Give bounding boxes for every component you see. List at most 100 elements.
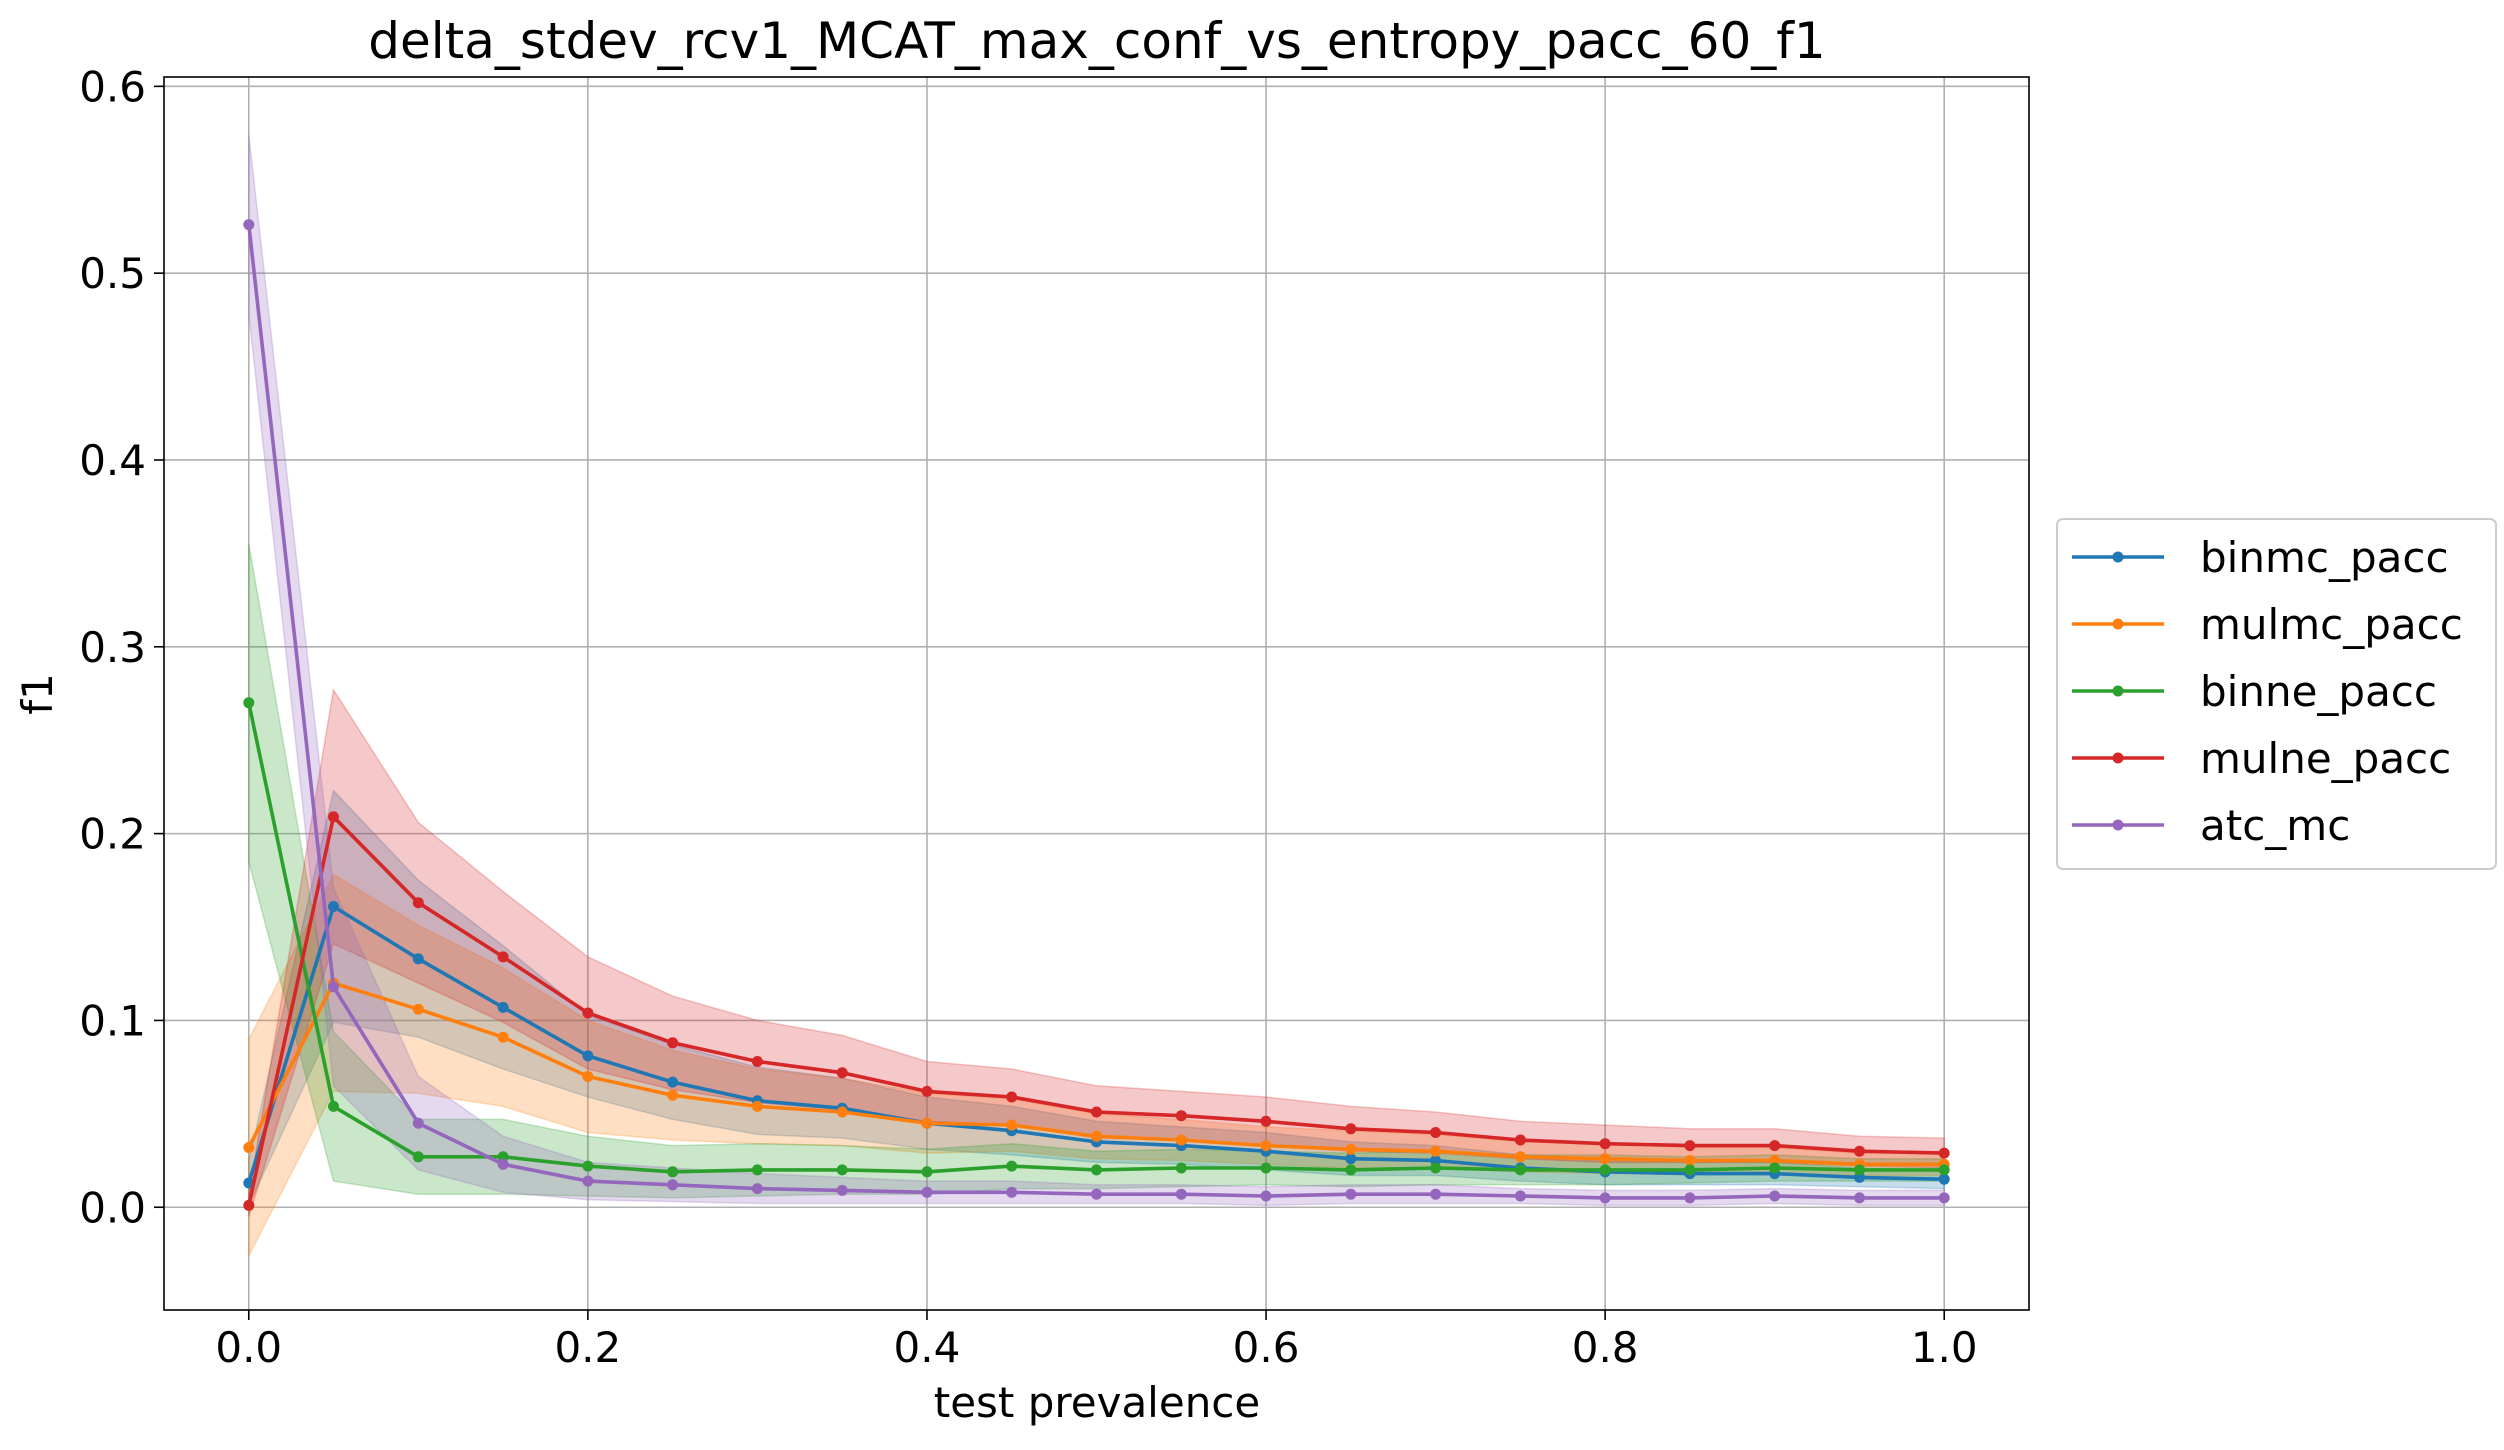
atc_mc-point — [243, 219, 255, 231]
binne_pacc-point — [1175, 1162, 1187, 1174]
binne_pacc-point — [582, 1160, 594, 1172]
binne_pacc-point — [1684, 1164, 1696, 1176]
x-tick-label: 0.8 — [1572, 1323, 1639, 1372]
mulne_pacc-point — [836, 1067, 848, 1079]
x-tick-label: 0.6 — [1233, 1323, 1300, 1372]
std-bands — [248, 134, 1945, 1257]
binne_pacc-point — [1006, 1160, 1018, 1172]
axis-ticks: 0.0 0.2 0.4 0.6 0.8 1.0 0.0 0.1 0.2 0.3 0.4 0.5 0.6 — [79, 62, 1977, 1372]
binne_pacc-point — [921, 1166, 933, 1178]
binmc_pacc-point — [1938, 1173, 1950, 1185]
mulne_pacc-point — [1091, 1106, 1102, 1118]
mulne_pacc-point — [1769, 1140, 1781, 1152]
mulne_pacc-point — [1430, 1127, 1442, 1138]
legend-marker-mulmc_pacc — [2112, 618, 2124, 630]
mulne_pacc-point — [1854, 1145, 1865, 1157]
binne_pacc-point — [751, 1164, 763, 1176]
mulne_pacc-point — [1006, 1091, 1018, 1103]
mulne_pacc-point — [243, 1199, 255, 1211]
binne_pacc-point — [1854, 1164, 1865, 1176]
binne_pacc-point — [412, 1151, 424, 1163]
binmc_pacc-point — [412, 953, 424, 965]
mulne_pacc-point — [1599, 1138, 1611, 1150]
mulmc_pacc-point — [412, 1003, 424, 1015]
binne_pacc-point — [1938, 1164, 1950, 1176]
atc_mc-point — [1684, 1192, 1696, 1204]
binne_pacc-point — [1430, 1162, 1442, 1174]
x-tick-label: 0.4 — [894, 1323, 961, 1372]
mulne_pacc-point — [921, 1085, 933, 1097]
mulne_pacc-point — [667, 1037, 679, 1049]
mulne_pacc-point — [751, 1056, 763, 1067]
mulne_pacc-point — [1938, 1147, 1950, 1159]
mulmc_pacc-point — [1175, 1134, 1187, 1146]
atc_mc-point — [1769, 1190, 1781, 1202]
atc_mc-point — [751, 1183, 763, 1195]
mulmc_pacc-point — [1091, 1130, 1102, 1142]
atc_mc-point — [1260, 1190, 1272, 1202]
binne_pacc-point — [1260, 1162, 1272, 1174]
binne_pacc-point — [667, 1166, 679, 1178]
mulne_pacc-point — [328, 811, 339, 823]
y-tick-label: 0.4 — [79, 436, 146, 485]
atc_mc-point — [328, 981, 339, 993]
mulmc_pacc-point — [836, 1106, 848, 1118]
mulmc_pacc-point — [1430, 1145, 1442, 1157]
y-tick-label: 0.5 — [79, 249, 146, 298]
grid-lines — [164, 77, 2029, 1310]
mulmc_pacc-point — [1684, 1155, 1696, 1166]
atc_mc-point — [921, 1186, 933, 1198]
binne_pacc-point — [328, 1100, 339, 1112]
binmc_pacc-point — [667, 1076, 679, 1088]
series-lines — [243, 219, 1950, 1211]
mulne_pacc-point — [1260, 1115, 1272, 1127]
mulmc_pacc-point — [1514, 1151, 1526, 1163]
atc_mc-point — [1006, 1186, 1018, 1198]
plot-frame — [163, 76, 2030, 1311]
atc_mc-point — [836, 1184, 848, 1196]
x-tick-label: 0.2 — [554, 1323, 621, 1372]
x-tick-label: 1.0 — [1911, 1323, 1978, 1372]
binmc_pacc-point — [497, 1001, 509, 1013]
mulmc_pacc-point — [751, 1100, 763, 1112]
mulne_pacc-point — [1175, 1110, 1187, 1122]
x-tick-label: 0.0 — [215, 1323, 282, 1372]
atc_mc-point — [1599, 1192, 1611, 1204]
legend: binmc_pacc mulmc_pacc binne_pacc mulne_pacc… — [2056, 518, 2497, 870]
binne_pacc-point — [1091, 1164, 1102, 1176]
mulmc_pacc-point — [497, 1031, 509, 1043]
mulmc_pacc-point — [1260, 1140, 1272, 1152]
atc_mc-point — [1175, 1188, 1187, 1200]
atc_mc-point — [1345, 1188, 1357, 1200]
mulne_pacc-point — [1345, 1123, 1357, 1135]
mulne_pacc-point — [1514, 1134, 1526, 1146]
binne_pacc-point — [1345, 1164, 1357, 1176]
binne_pacc-point — [1514, 1164, 1526, 1176]
legend-marker-binne_pacc — [2112, 685, 2124, 697]
mulmc_pacc-point — [1345, 1143, 1357, 1155]
y-tick-label: 0.0 — [79, 1183, 146, 1232]
mulmc_pacc-point — [243, 1142, 255, 1153]
legend-label-mulne_pacc: mulne_pacc — [2200, 734, 2451, 783]
legend-label-mulmc_pacc: mulmc_pacc — [2200, 600, 2463, 649]
legend-label-atc_mc: atc_mc — [2200, 801, 2350, 850]
atc_mc-point — [1091, 1188, 1102, 1200]
binmc_pacc-std-band — [248, 789, 1945, 1206]
binne_pacc-point — [243, 697, 255, 709]
binmc_pacc-point — [582, 1050, 594, 1062]
legend-marker-binmc_pacc — [2112, 551, 2124, 563]
y-tick-label: 0.6 — [79, 62, 146, 111]
atc_mc-point — [1854, 1192, 1865, 1204]
mulne_pacc-point — [497, 951, 509, 963]
binne_pacc-point — [1769, 1162, 1781, 1174]
binmc_pacc-point — [1345, 1153, 1357, 1165]
atc_mc-point — [1938, 1192, 1950, 1204]
binmc_pacc-point — [328, 901, 339, 912]
atc_mc-point — [497, 1158, 509, 1170]
y-tick-label: 0.3 — [79, 623, 146, 672]
atc_mc-point — [1514, 1190, 1526, 1202]
chart-title: delta_stdev_rcv1_MCAT_max_conf_vs_entrop… — [368, 12, 1825, 70]
mulmc_pacc-point — [582, 1071, 594, 1082]
